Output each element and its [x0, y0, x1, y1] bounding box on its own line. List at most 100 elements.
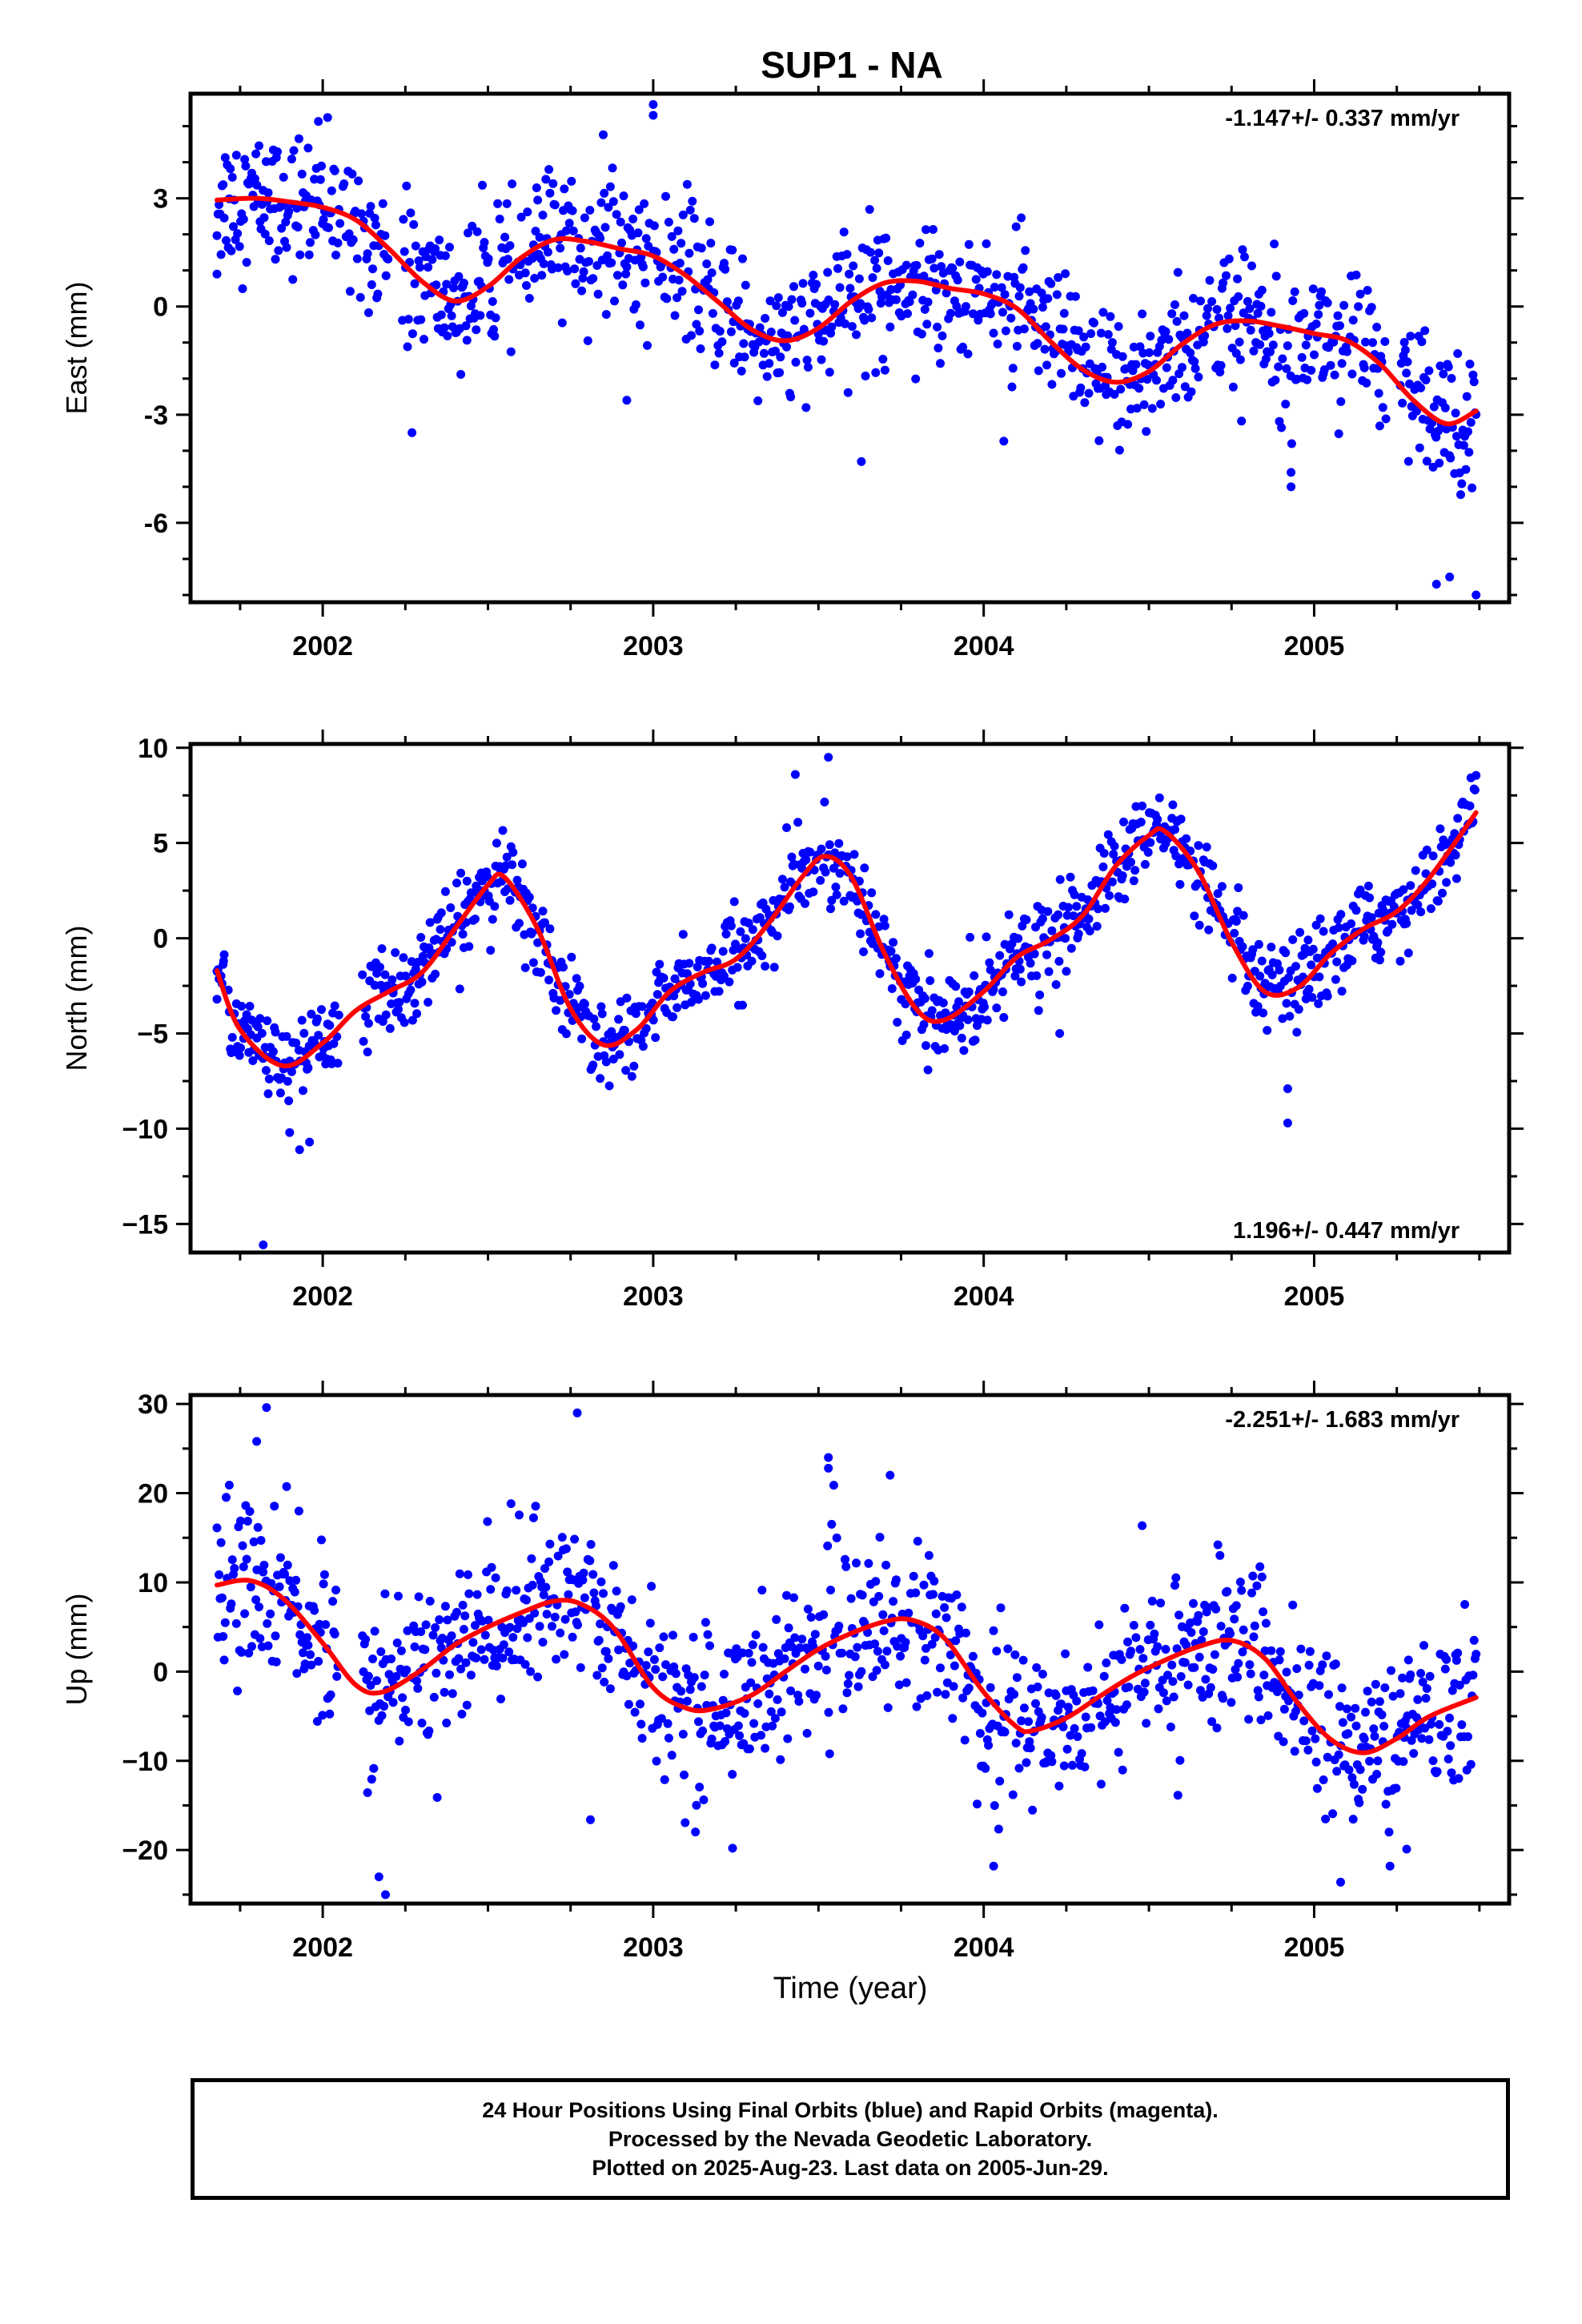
data-point	[648, 100, 658, 109]
data-point	[824, 1463, 833, 1473]
data-point	[1166, 1723, 1175, 1731]
data-point	[1311, 920, 1321, 930]
data-point	[399, 953, 408, 963]
data-point	[738, 1000, 747, 1010]
data-point	[912, 260, 921, 270]
data-point	[832, 1533, 841, 1542]
data-point	[636, 1699, 644, 1709]
data-point	[694, 995, 703, 1004]
data-point	[1359, 363, 1369, 372]
data-point	[412, 1009, 422, 1019]
data-point	[1182, 1640, 1191, 1650]
data-point	[841, 319, 849, 328]
data-point	[314, 1657, 323, 1666]
data-point	[608, 163, 617, 173]
chart-title: SUP1 - NA	[761, 44, 942, 86]
data-point	[1282, 1667, 1291, 1677]
data-point	[553, 1551, 563, 1561]
data-point	[374, 1872, 383, 1882]
data-point	[1129, 876, 1138, 886]
data-point	[959, 1046, 969, 1055]
data-point	[253, 1522, 263, 1532]
data-point	[375, 963, 384, 972]
data-point	[678, 210, 688, 219]
data-point	[436, 908, 446, 918]
data-point	[930, 263, 939, 273]
data-point	[1029, 304, 1038, 314]
data-point	[1295, 927, 1305, 937]
data-point	[1062, 1744, 1072, 1754]
data-point	[789, 282, 798, 292]
y-tick-label: −15	[122, 1209, 168, 1240]
data-point	[459, 1625, 468, 1634]
data-point	[1426, 1719, 1435, 1729]
data-point	[448, 1689, 457, 1699]
data-point	[1172, 316, 1182, 326]
data-point	[279, 172, 288, 182]
data-point	[454, 271, 464, 281]
data-point	[1279, 1737, 1288, 1747]
data-point	[424, 1726, 434, 1735]
data-point	[212, 1523, 222, 1533]
data-point	[259, 213, 269, 223]
data-point	[576, 1663, 585, 1672]
data-point	[331, 251, 340, 259]
data-point	[775, 368, 785, 377]
data-point	[636, 1719, 646, 1729]
data-point	[823, 267, 833, 277]
data-point	[698, 1726, 708, 1735]
data-point	[363, 249, 372, 259]
data-point	[443, 1615, 452, 1625]
data-point	[889, 938, 898, 947]
data-point	[380, 1589, 390, 1598]
data-point	[958, 342, 968, 352]
data-point	[502, 199, 512, 208]
data-point	[387, 975, 397, 984]
data-point	[1303, 375, 1312, 384]
data-point	[325, 1709, 335, 1719]
data-point	[241, 161, 251, 171]
data-point	[253, 1022, 263, 1031]
data-point	[459, 279, 468, 287]
data-point	[757, 1731, 765, 1740]
data-point	[1132, 404, 1142, 413]
data-point	[1428, 851, 1438, 861]
data-point	[1102, 1696, 1112, 1705]
data-point	[1121, 364, 1130, 373]
data-point	[641, 1023, 651, 1033]
data-point	[773, 1695, 782, 1704]
data-point	[318, 1711, 327, 1720]
data-point	[1338, 1718, 1347, 1727]
data-point	[880, 921, 889, 931]
data-point	[809, 887, 818, 897]
data-point	[994, 1824, 1003, 1834]
data-point	[532, 183, 541, 192]
data-point	[406, 208, 416, 218]
data-point	[1069, 911, 1078, 921]
data-point	[1057, 1699, 1066, 1709]
data-point	[1186, 1628, 1196, 1637]
data-point	[505, 895, 515, 905]
data-point	[1095, 1711, 1105, 1721]
data-point	[1278, 1014, 1287, 1023]
data-point	[1178, 363, 1186, 372]
data-point	[1118, 1765, 1127, 1775]
data-point	[667, 231, 677, 241]
data-point	[1212, 1723, 1222, 1733]
data-point	[392, 1638, 402, 1647]
data-point	[1006, 313, 1016, 323]
data-point	[669, 244, 679, 254]
data-point	[1336, 397, 1346, 406]
data-point	[883, 1703, 893, 1712]
data-point	[674, 275, 684, 285]
data-point	[1385, 1861, 1395, 1871]
data-point	[1303, 935, 1313, 945]
data-point	[1035, 990, 1045, 999]
data-point	[797, 1634, 807, 1644]
data-point	[1358, 1784, 1367, 1794]
data-point	[889, 1597, 898, 1606]
data-point	[282, 243, 291, 252]
data-point	[728, 1844, 737, 1853]
data-point	[920, 994, 930, 1003]
data-point	[960, 1735, 970, 1745]
